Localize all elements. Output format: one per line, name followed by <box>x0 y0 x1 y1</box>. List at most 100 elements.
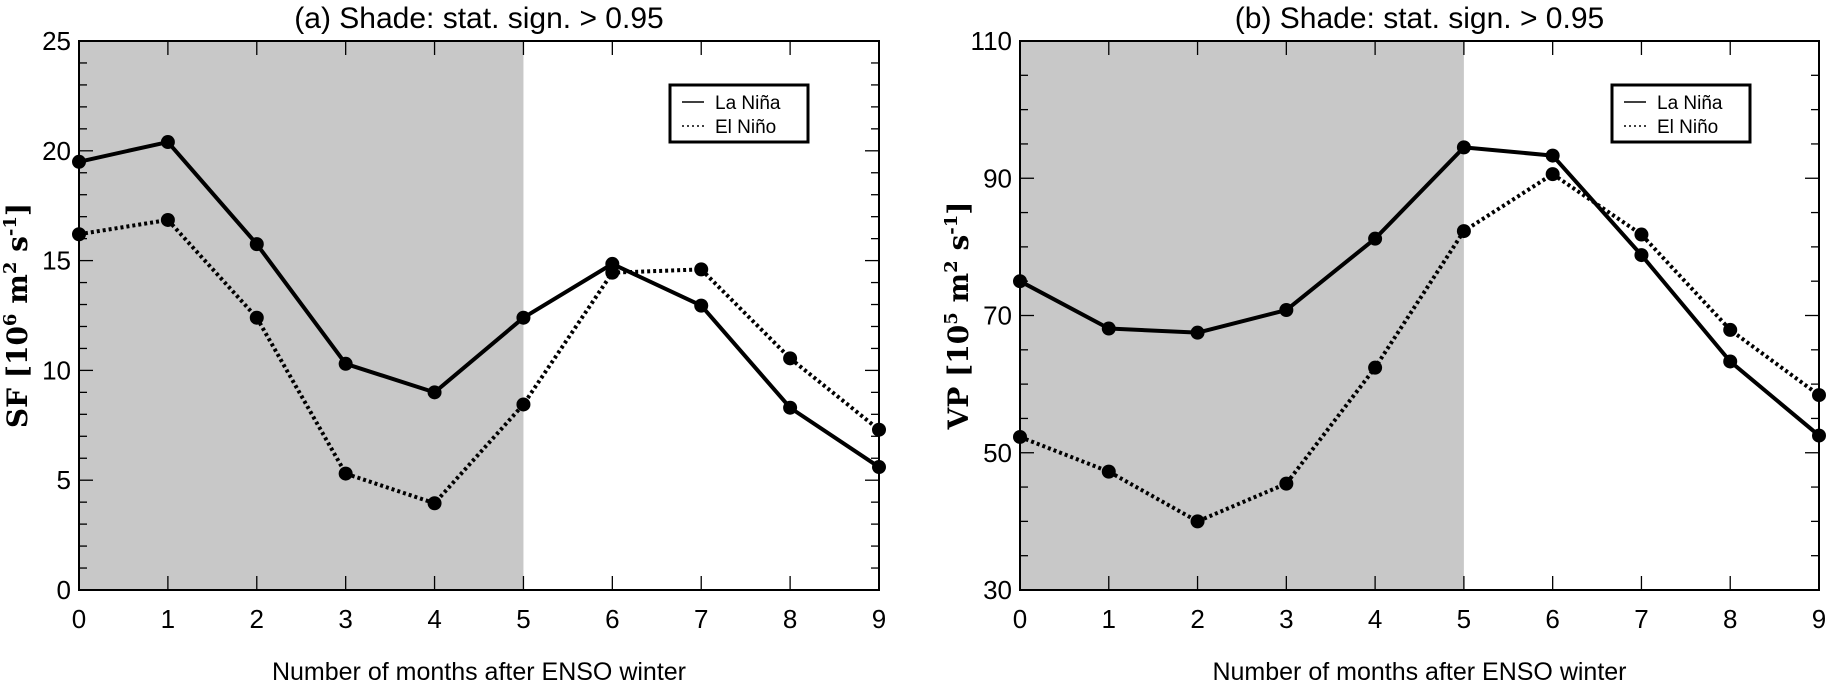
el-nino-point <box>605 265 620 280</box>
el-nino-point <box>1368 360 1383 375</box>
y-tick-label: 20 <box>42 136 71 166</box>
plot-frame <box>78 40 880 591</box>
el-nino-line <box>78 217 881 506</box>
y-label-part: ] <box>942 202 975 215</box>
x-tick-label: 0 <box>72 604 86 634</box>
el-nino-point <box>1190 514 1205 529</box>
y-label-superscript: -1 <box>0 216 21 236</box>
y-label-part: s <box>1 236 34 262</box>
x-tick-label: 7 <box>1634 604 1648 634</box>
la-nina-point <box>1812 428 1826 443</box>
y-label-superscript: -1 <box>941 215 962 235</box>
y-tick-label: 110 <box>971 26 1012 56</box>
chart-title: (b) Shade: stat. sign. > 0.95 <box>1235 2 1604 35</box>
y-label-part: s <box>942 235 975 261</box>
la-nina-point <box>694 298 709 313</box>
el-nino-point <box>1279 476 1294 491</box>
y-label-part: m <box>1 274 34 313</box>
la-nina-point <box>338 356 353 371</box>
y-label-part: ] <box>1 203 34 216</box>
x-tick-label: 2 <box>1190 604 1204 634</box>
la-nina-point <box>516 310 531 325</box>
x-tick-label: 6 <box>1545 604 1559 634</box>
legend-label: La Niña <box>715 93 781 114</box>
legend-label: El Niño <box>715 117 776 138</box>
el-nino-point <box>694 262 709 277</box>
y-label-superscript: 2 <box>0 262 21 275</box>
x-tick-label: 3 <box>1279 604 1293 634</box>
el-nino-point <box>427 496 442 511</box>
y-label-superscript: 2 <box>941 260 962 273</box>
la-nina-point <box>1101 321 1116 336</box>
el-nino-point <box>249 310 264 325</box>
el-nino-point <box>72 227 86 242</box>
panel-a: 0 1 2 3 4 5 6 7 8 9 0 5 10 15 20 25 (a) Shade: stat. sig… <box>0 2 886 686</box>
la-nina-point <box>1013 274 1027 289</box>
la-nina-point <box>1723 354 1738 369</box>
panel-b: 0 1 2 3 4 5 6 7 8 9 30 50 70 90 110 (b) Shade: stat. si… <box>941 2 1826 686</box>
significance-shade <box>79 41 524 590</box>
la-nina-point <box>72 154 86 169</box>
x-tick-label: 4 <box>427 604 441 634</box>
la-nina-line <box>78 140 881 469</box>
la-nina-point <box>427 385 442 400</box>
legend: La Niña El Niño <box>1610 83 1752 144</box>
x-tick-label: 7 <box>694 604 708 634</box>
y-tick-label: 70 <box>983 301 1012 331</box>
x-tick-label: 9 <box>1812 604 1826 634</box>
legend: La Niña El Niño <box>668 83 810 144</box>
legend-box <box>668 83 810 144</box>
la-nina-line <box>1019 145 1821 438</box>
la-nina-point <box>783 400 798 415</box>
y-axis-label: VP [105 m2 s-1] <box>941 202 975 431</box>
el-nino-point <box>516 397 531 412</box>
el-nino-point <box>338 466 353 481</box>
y-tick-label: 90 <box>983 163 1012 193</box>
el-nino-line <box>1019 172 1821 524</box>
la-nina-point <box>1279 303 1294 318</box>
y-tick-label: 10 <box>42 355 71 385</box>
la-nina-point <box>160 135 175 150</box>
el-nino-point <box>1812 388 1826 403</box>
el-nino-point <box>1634 227 1649 242</box>
y-tick-label: 15 <box>42 246 71 276</box>
legend-label: La Niña <box>1657 93 1723 114</box>
x-tick-label: 8 <box>783 604 797 634</box>
la-nina-point <box>872 460 886 475</box>
la-nina-point <box>249 237 264 252</box>
el-nino-point <box>1101 464 1116 479</box>
x-tick-label: 6 <box>605 604 619 634</box>
la-nina-point <box>1545 148 1560 163</box>
la-nina-point <box>1634 248 1649 263</box>
x-tick-label: 9 <box>872 604 886 634</box>
y-tick-label: 5 <box>57 465 71 495</box>
el-nino-point <box>1013 429 1027 444</box>
y-label-part: VP [10 <box>942 325 975 431</box>
x-tick-label: 2 <box>250 604 264 634</box>
legend-box <box>1610 83 1752 144</box>
x-axis-label: Number of months after ENSO winter <box>1212 658 1626 686</box>
x-tick-label: 0 <box>1013 604 1027 634</box>
el-nino-point <box>872 422 886 437</box>
la-nina-point <box>1456 140 1471 155</box>
y-tick-label: 25 <box>42 26 71 56</box>
chart-title: (a) Shade: stat. sign. > 0.95 <box>294 2 663 35</box>
la-nina-point <box>1368 231 1383 246</box>
y-label-part: SF [10 <box>1 326 34 428</box>
x-tick-label: 5 <box>516 604 530 634</box>
el-nino-point <box>1723 322 1738 337</box>
y-tick-label: 30 <box>983 575 1012 605</box>
x-tick-label: 1 <box>161 604 175 634</box>
x-tick-label: 3 <box>338 604 352 634</box>
x-axis-label: Number of months after ENSO winter <box>272 658 686 686</box>
x-tick-label: 8 <box>1723 604 1737 634</box>
el-nino-point <box>160 212 175 227</box>
y-label-superscript: 5 <box>941 312 962 325</box>
x-tick-label: 1 <box>1102 604 1116 634</box>
legend-label: El Niño <box>1657 117 1718 138</box>
el-nino-point <box>1545 167 1560 182</box>
el-nino-point <box>783 351 798 366</box>
significance-shade <box>1020 41 1464 590</box>
y-axis-label: SF [106 m2 s-1] <box>0 203 34 428</box>
